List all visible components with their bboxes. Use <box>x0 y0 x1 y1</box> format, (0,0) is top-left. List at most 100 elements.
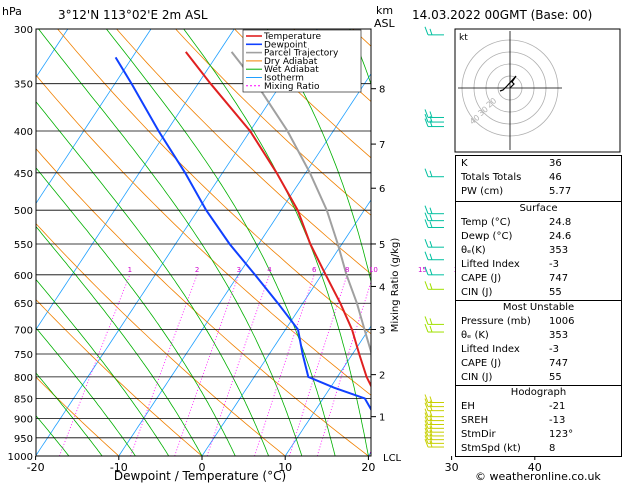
surface-value: 353 <box>549 245 569 256</box>
index-value: 36 <box>549 158 562 169</box>
hodograph-unit-label: kt <box>459 33 468 43</box>
wind-barb <box>424 118 444 128</box>
dry-adiabat-line <box>36 223 286 456</box>
isotherm-line <box>284 325 371 456</box>
most-unstable-value: 55 <box>549 372 562 383</box>
temperature-tick-label: 40 <box>528 461 542 474</box>
most-unstable-row: Lifted Index -3 <box>456 343 621 357</box>
mixing-ratio-line <box>130 274 198 456</box>
pressure-tick-label: 400 <box>14 127 33 138</box>
most-unstable-label: Lifted Index <box>461 344 520 355</box>
km-tick-label: 5 <box>379 240 385 251</box>
mixing-ratio-labels: 12346810152025 <box>128 266 492 274</box>
wet-adiabat-line <box>183 29 369 456</box>
surface-label: Lifted Index <box>461 259 520 270</box>
index-label: Totals Totals <box>461 172 522 183</box>
km-tick-label: 3 <box>379 326 385 337</box>
pressure-axis: 300 350 400 450 500 550 600 650 700 750 800 850 900 9… <box>8 25 33 463</box>
wind-barb <box>424 316 444 325</box>
isotherm-line <box>36 29 235 331</box>
pressure-tick-label: 950 <box>14 434 33 445</box>
wind-barb <box>424 168 444 178</box>
legend-label: Parcel Trajectory <box>264 49 339 59</box>
surface-row: CAPE (J) 747 <box>456 272 621 286</box>
pressure-tick-label: 350 <box>14 80 33 91</box>
pressure-tick-label: 450 <box>14 169 33 180</box>
most-unstable-row: Pressure (mb) 1006 <box>456 315 621 329</box>
wind-barb <box>424 26 444 36</box>
dry-adiabat-line <box>36 376 120 456</box>
credit: © weatheronline.co.uk <box>475 470 601 483</box>
mixing-ratio-label: 1 <box>128 266 132 274</box>
index-row: K 36 <box>456 157 621 171</box>
surface-row: Lifted Index -3 <box>456 258 621 272</box>
surface-value: 747 <box>549 273 569 284</box>
hodograph-section: Hodograph EH -21 SREH -13 StmDir 123° StmSpd (… <box>456 385 621 456</box>
surface-label: Dewp (°C) <box>461 231 513 242</box>
hodograph-stat-row: SREH -13 <box>456 414 621 428</box>
legend-label: Mixing Ratio <box>264 82 320 92</box>
plot-frame <box>35 28 372 457</box>
km-unit-label: km <box>376 4 394 17</box>
mixing-ratio-label: 15 <box>418 266 427 274</box>
surface-value: -3 <box>549 259 559 270</box>
wind-barb <box>424 239 444 248</box>
mixing-ratio-label: 4 <box>267 266 272 274</box>
wet-adiabat-line <box>36 167 236 456</box>
pressure-tick-label: 1000 <box>8 452 33 463</box>
legend-label: Wet Adiabat <box>264 65 319 75</box>
wind-barb <box>424 219 444 228</box>
legend-label: Dewpoint <box>264 40 307 50</box>
mixing-ratio-axis-label: Mixing Ratio (g/kg) <box>390 238 401 333</box>
hodograph-stat-value: 8 <box>549 443 556 454</box>
indices-table: K 36 Totals Totals 46 PW (cm) 5.77 Surface Te… <box>455 155 622 457</box>
hodograph-stat-label: StmSpd (kt) <box>461 443 521 454</box>
mixing-ratio-line <box>206 274 270 456</box>
most-unstable-value: -3 <box>549 344 559 355</box>
hodograph-stat-row: StmDir 123° <box>456 428 621 442</box>
most-unstable-value: 353 <box>549 330 569 341</box>
surface-value: 24.6 <box>549 231 572 242</box>
hodograph-stat-value: 123° <box>549 429 574 440</box>
temperature-tick-label: 30 <box>445 461 459 474</box>
pressure-tick-label: 300 <box>14 25 33 36</box>
dry-adiabat-line <box>175 29 371 216</box>
dewpoint-curve <box>114 56 371 412</box>
pressure-tick-label: 900 <box>14 415 33 426</box>
km-tick-label: 8 <box>379 85 385 96</box>
wet-adiabat-line <box>266 29 371 284</box>
surface-title: Surface <box>519 203 558 214</box>
pressure-tick-label: 650 <box>14 299 33 310</box>
wet-adiabat-line <box>36 327 136 456</box>
mixing-ratio-line <box>174 274 240 456</box>
index-value: 5.77 <box>549 186 572 197</box>
wind-barb <box>424 266 444 276</box>
hodograph-stat-value: -13 <box>549 415 566 426</box>
dry-adiabat-line <box>234 29 371 159</box>
pressure-tick-label: 700 <box>14 326 33 337</box>
wind-barb <box>424 205 444 215</box>
km-tick-label: 2 <box>379 371 385 382</box>
surface-label: CIN (J) <box>461 287 493 298</box>
index-value: 46 <box>549 172 562 183</box>
wind-barb <box>424 113 444 123</box>
surface-row: Temp (°C) 24.8 <box>456 216 621 230</box>
mixing-ratio-label: 8 <box>345 266 349 274</box>
wind-barb <box>424 212 444 222</box>
mixing-ratio-label: 10 <box>369 266 378 274</box>
most-unstable-value: 747 <box>549 358 569 369</box>
surface-value: 55 <box>549 287 562 298</box>
hodograph-trace <box>499 75 517 92</box>
mixing-ratio-line <box>59 274 131 456</box>
wet-adiabat-line <box>36 372 103 456</box>
wind-barb <box>424 251 444 261</box>
index-label: PW (cm) <box>461 186 504 197</box>
index-row: PW (cm) 5.77 <box>456 185 621 199</box>
isobars <box>36 28 371 457</box>
most-unstable-row: θₑ (K) 353 <box>456 329 621 343</box>
hodograph-stat-value: -21 <box>549 401 566 412</box>
